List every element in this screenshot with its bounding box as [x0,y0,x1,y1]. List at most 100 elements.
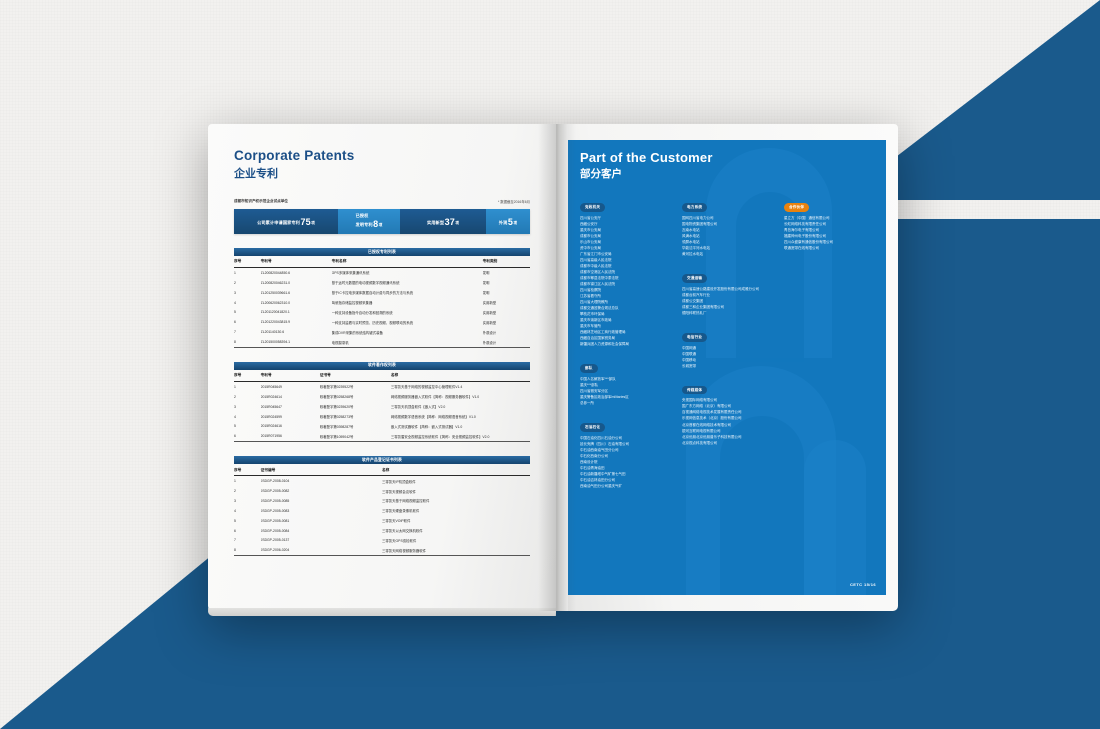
cell-product-name: 三零凯天以太网交换机软件 [381,529,423,534]
arch-watermark-icon [804,440,866,595]
customer-list-item: 中石油新疆塔中气矿第七气田 [580,471,626,476]
customer-list-item: 黄河拉水电站 [682,251,703,256]
customer-list-item: 成都三和企业集团有限公司 [682,304,724,309]
customer-list-item: 西藏自治区国家税务局 [580,336,615,341]
cell-index: 1 [234,479,236,484]
table-block-registration: 软件产品登记证书列表 序号 证书编号 名称 1 JSDGP-2008-0104 三零… [234,456,530,557]
cell-index: 2 [234,489,236,494]
cell-cert-code: JSDGP-2005-0085 [260,498,290,503]
customer-group: 党政机关 四川省公安厅 西藏公安厅 重庆市公安局 成都市公安局 乐山市公安局 资中市公安局广… [580,195,672,347]
cell-index: 5 [234,310,236,315]
customer-list-item: 总参一所 [580,401,594,405]
right-page: Part of the Customer 部分客户 党政机关 四川省公安厅 西藏公安… [556,124,898,611]
cell-patent-type: 外观设计 [482,330,497,335]
customer-panel: Part of the Customer 部分客户 党政机关 四川省公安厅 西藏公安… [568,140,886,595]
page-footer: CETC 15/16 [849,582,876,587]
customer-list-item: 星立方（中国）通信有限公司 [784,215,830,220]
table-row: 2 ZL200820046231.0 基于运时元数据的电动视频数字视频通讯系统 发明 [234,278,530,288]
customer-list-item: 延长壳牌（四川）石油有限公司 [580,441,629,446]
table-row: 6 2015R071956 软著登字第1059042号 三零凯盾安全视频监控系统软件【… [234,431,530,443]
customer-list-item: 西南油气田分公司重庆气矿 [580,483,622,488]
customer-column-2: 电力系统 国网四川省电力公司 国电物资集团有限公司 瓦南水电站 风满水电站 领屏水电站 华能… [682,195,774,498]
table-row: 7 ZL201140130.6 集成DVR采集的系统结构键式装备 外观设计 [234,327,530,337]
customer-list-item: 长城宽带 [682,363,696,368]
customer-list-item: 成都市空港区人民法院 [580,269,615,274]
cell-patent-no: ZL200820044850.6 [260,270,291,275]
patents-table: 序号 专利号 专利名称 专利类别 1 ZL200820044850.6 GPS多媒体… [234,256,530,349]
date-note: * 数据截至2016年6月 [497,200,530,204]
table-row: 2 2015R024614 软著登字第0258268号 网络视频服务器嵌入式软件【简称… [234,392,530,402]
table-row: 5 ZL201120041820.1 一种支持设备指令自动分发和回溯的系统 实用新型 [234,307,530,317]
group-badge: 部队 [580,364,598,373]
patent-stats-bar: 公司累计申请国家专利75项 已授权 发明专利8项 实用新型37项 外观5项 [234,209,530,234]
stat-design-value: 5 [507,216,513,227]
right-page-spine [556,124,568,611]
cell-index: 2 [234,280,236,285]
customer-list-item: 北京首都在线网络技术有限公司 [682,422,731,427]
table-row: 2 JSDGP-2005-0082 三零凯天视频会议软件 [234,486,530,496]
customer-list-item: 德阳科联热轧厂 [682,310,707,315]
cell-patent-no: ZL201140130.6 [260,330,285,335]
unit-note: 成都市知识产权示范企业试点单位 [234,199,288,203]
customer-list-item: 重庆市公安局 [580,227,601,232]
stat-total: 公司累计申请国家专利75项 [234,209,338,234]
customer-list-item: 资中市公安局 [580,245,601,250]
customer-list-item: 青岛海尔电子有限公司 [784,227,819,232]
stat-utility-label: 实用新型 [426,219,445,225]
stat-utility-unit: 项 [455,220,460,225]
customer-list-item: 北京优朋北京优朋普乐子科技有限公司 [682,434,742,439]
customer-list-item: 四川省检察院 [580,287,601,292]
table-row: 3 JSDGP-2005-0085 三零凯天基于网络视频监控软件 [234,496,530,506]
customer-group: 交通运输 四川省高速公路建设开发股份有限公司成雅分公司 成都台前汽车行业 成都公交集团… [682,266,774,316]
customer-list-item: 四川省高级人民法院 [580,257,612,262]
customer-list-item: 华能沈平河水电站 [682,245,710,250]
group-badge: 电力系统 [682,203,708,212]
table-row: 8 JSDGP-2006-0204 三零凯天网络视频服务器软件 [234,545,530,557]
open-brochure-spread: Corporate Patents 企业专利 成都市知识产权示范企业试点单位 *… [208,124,898,611]
cell-cert-no: 软著登字第0239522号 [319,385,354,390]
cell-product-name: 三零凯天IP机顶盒软件 [381,479,416,484]
stat-granted-label1: 已授权 [355,213,369,219]
cell-index: 7 [234,330,236,335]
customer-list-item: 国电物资集团有限公司 [682,221,717,226]
customer-list-item: 西藏林芝地区工商行政管理局 [580,330,626,335]
customer-list-item: 乐视网信息技术（北京）股份有限公司 [682,416,742,421]
cell-product-name: 三零凯天VOIP软件 [381,519,411,524]
cell-patent-type: 实用新型 [482,320,497,325]
stat-design: 外观5项 [486,209,530,234]
th-index: 序号 [234,464,261,477]
table-row: 3 ZL201250039661.6 基于IC卡控电多媒体数据自动计费与同步的方法与… [234,288,530,298]
cell-index: 4 [234,508,236,513]
cell-product-name: 三零凯天GPS巡检软件 [381,538,417,543]
cell-cert-no: 软著登字第1059042号 [319,431,391,443]
customer-list-item: 中国石油化四川石油分公司 [580,435,622,440]
cell-index: 7 [234,538,236,543]
table-row: 7 JSDGP-2005-0137 三零凯天GPS巡检软件 [234,535,530,545]
cell-product-name: 三零凯天基于网络视频监控软件 [381,499,430,504]
cell-cert-no: 软著登字第0258268号 [319,395,354,400]
th-reg-no: 专利号 [260,369,320,382]
cell-patent-name: 一种支持监看与实时预览、历史视频、视频联动的系统 [331,320,414,325]
th-cert-code: 证书编号 [260,464,382,477]
cell-patent-type: 发明 [482,271,490,276]
group-badge: 交通运输 [682,274,708,283]
customer-title-en: Part of the Customer [580,150,713,165]
stat-total-unit: 项 [311,220,315,225]
customer-columns: 党政机关 四川省公安厅 西藏公安厅 重庆市公安局 成都市公安局 乐山市公安局 资中市公安局广… [568,181,886,498]
customer-list-item: 中国人名解放军***部队 [580,376,616,381]
customer-header: Part of the Customer 部分客户 [568,140,886,181]
customer-list-item: 瓦南水电站 [682,227,700,232]
customer-list-item: 中国移动 [682,357,696,362]
customer-list-item: 四川省大理院教所 [580,300,608,305]
th-patent-name: 专利名称 [331,256,483,269]
customer-list-item: 成都公交集团 [682,298,703,303]
group-badge: 传媒媒体 [682,385,708,395]
cell-index: 4 [234,300,236,305]
customer-list-item: 风满水电站 [682,233,700,238]
cell-reg-no: 2015R045649 [260,384,282,389]
cell-index: 8 [234,545,261,557]
cell-product-name: 三零凯天硬盘录像机软件 [381,509,420,514]
customer-list-item: 成都市锦江区人民法院 [580,281,615,286]
table-header-row: 序号 专利号 证书号 名称 [234,369,530,382]
customer-list-item: 四川省雅安军分区 [580,388,608,393]
